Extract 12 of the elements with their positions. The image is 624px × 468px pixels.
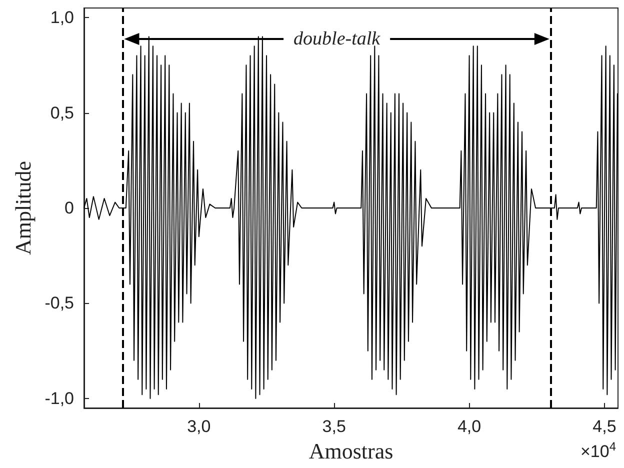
x-tick-label: 3,0 (187, 417, 211, 436)
annotation: double-talk (294, 28, 381, 50)
y-tick-label: -0,5 (44, 294, 74, 313)
y-tick-label: 0 (64, 198, 74, 218)
x-tick-label: 3,5 (322, 417, 346, 436)
y-tick-label: 1,0 (50, 8, 74, 28)
y-axis-title: Amplitude (10, 160, 36, 256)
y-tick-label: -1,0 (44, 388, 74, 408)
x-tick-label: 4,5 (592, 417, 616, 436)
x-axis-title: Amostras (308, 438, 394, 464)
x-tick-label: 4,0 (457, 417, 482, 436)
y-tick-label: 0,5 (50, 103, 74, 122)
